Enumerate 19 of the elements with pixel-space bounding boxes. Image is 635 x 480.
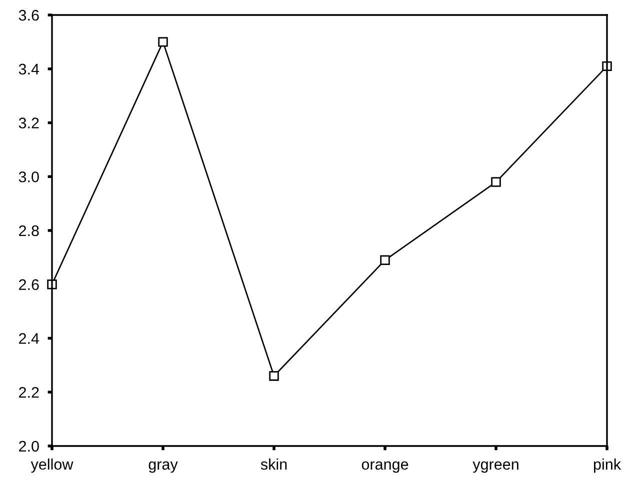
point: [491, 177, 501, 187]
point: [269, 371, 279, 381]
x-tick-label: yellow: [30, 458, 74, 473]
point: [380, 255, 390, 265]
y-tick-label: 2.2: [19, 386, 39, 398]
x-tick-label: pink: [594, 458, 622, 473]
y-tick-label: 2.4: [19, 333, 40, 344]
x-tick-label: ygreen: [472, 461, 518, 473]
x-tick-label: orange: [362, 461, 408, 473]
y-tick-label: 2.0: [19, 440, 39, 452]
y-tick-label: 3.0: [18, 171, 39, 182]
y-tick-label: 3.6: [18, 10, 39, 21]
y-tick-label: 2.6: [19, 279, 39, 290]
point: [158, 37, 168, 47]
x-tick-label: skin: [260, 458, 287, 470]
x-tick-label: gray: [148, 461, 178, 473]
y-tick-label: 2.8: [19, 225, 39, 236]
y-tick-label: 3.4: [18, 64, 40, 75]
y-tick-label: 3.2: [18, 118, 39, 128]
